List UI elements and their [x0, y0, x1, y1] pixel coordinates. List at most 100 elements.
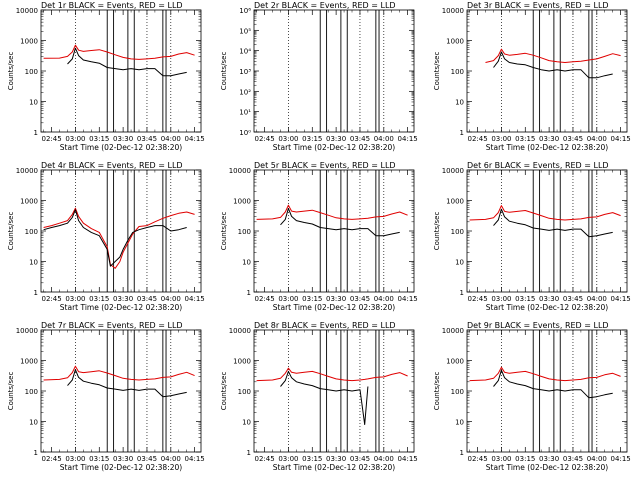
detector-panel: Det 7r BLACK = Events, RED = LLD 1 10 100 10… — [7, 321, 205, 472]
x-axis-label: Start Time (02-Dec-12 02:38:20) — [486, 303, 608, 312]
x-tick-label: 04:00 — [374, 135, 394, 143]
x-tick-label: 04:15 — [185, 135, 205, 143]
x-tick-label: 03:30 — [539, 135, 559, 143]
y-tick-label: 10 — [455, 259, 464, 267]
y-tick-label: 100 — [25, 68, 38, 76]
y-tick-label: 10 — [29, 419, 38, 427]
x-axis-label: Start Time (02-Dec-12 02:38:20) — [273, 303, 395, 312]
y-tick-label: 10 — [242, 419, 251, 427]
y-tick-label: 100 — [238, 228, 251, 236]
x-tick-label: 03:30 — [326, 295, 346, 303]
panel-title: Det 3r BLACK = Events, RED = LLD — [467, 1, 609, 10]
lld-series-line — [469, 366, 621, 382]
lld-series-line — [43, 365, 195, 381]
y-tick-label: 1000 — [446, 358, 464, 366]
x-axis-label: Start Time (02-Dec-12 02:38:20) — [60, 463, 182, 472]
x-tick-label: 03:45 — [350, 295, 370, 303]
panel-title: Det 9r BLACK = Events, RED = LLD — [467, 321, 609, 330]
x-tick-label: 03:00 — [278, 295, 298, 303]
y-axis-label: Counts/sec — [220, 372, 228, 411]
plot-frame — [253, 9, 415, 133]
x-axis-label: Start Time (02-Dec-12 02:38:20) — [60, 143, 182, 152]
x-tick-label: 03:30 — [326, 455, 346, 463]
plot-frame — [40, 329, 202, 453]
x-tick-label: 02:45 — [468, 455, 488, 463]
plot-frame — [253, 169, 415, 293]
y-tick-label: 10⁵ — [239, 27, 251, 35]
detector-panel: Det 2r BLACK = Events, RED = LLD 10⁰ 10¹ 10… — [220, 1, 418, 152]
y-tick-label: 10³ — [239, 68, 251, 76]
y-axis-label: Counts/sec — [433, 212, 441, 251]
x-tick-label: 04:15 — [185, 295, 205, 303]
x-tick-label: 02:45 — [468, 135, 488, 143]
x-tick-label: 03:15 — [515, 135, 535, 143]
y-tick-label: 1 — [247, 449, 251, 457]
detector-panel: Det 5r BLACK = Events, RED = LLD 1 10 100 10… — [220, 161, 418, 312]
lld-series-line — [469, 205, 621, 221]
y-tick-label: 1000 — [446, 198, 464, 206]
events-series-line — [493, 51, 613, 79]
y-tick-label: 10000 — [16, 167, 38, 175]
y-tick-label: 10⁴ — [239, 48, 251, 56]
y-tick-label: 10000 — [442, 167, 464, 175]
x-tick-label: 04:00 — [587, 295, 607, 303]
y-tick-label: 100 — [451, 68, 464, 76]
detector-panel: Det 3r BLACK = Events, RED = LLD 1 10 100 10… — [433, 1, 631, 152]
x-tick-label: 04:15 — [185, 455, 205, 463]
y-axis-label: Counts/sec — [220, 52, 228, 91]
y-tick-label: 10 — [455, 99, 464, 107]
y-tick-label: 1 — [460, 289, 464, 297]
x-tick-label: 03:15 — [302, 455, 322, 463]
x-tick-label: 03:30 — [113, 295, 133, 303]
plot-frame — [40, 9, 202, 133]
x-tick-label: 04:15 — [611, 295, 631, 303]
x-tick-label: 03:30 — [539, 455, 559, 463]
y-tick-label: 10000 — [229, 327, 251, 335]
x-tick-label: 03:15 — [302, 135, 322, 143]
panel-title: Det 4r BLACK = Events, RED = LLD — [41, 161, 183, 170]
x-tick-label: 03:45 — [137, 135, 157, 143]
y-tick-label: 10¹ — [239, 109, 251, 117]
y-tick-label: 1000 — [233, 198, 251, 206]
x-axis-label: Start Time (02-Dec-12 02:38:20) — [273, 463, 395, 472]
events-series-line — [43, 209, 187, 267]
x-tick-label: 03:45 — [563, 135, 583, 143]
y-tick-label: 1 — [34, 129, 38, 137]
y-tick-label: 10000 — [229, 167, 251, 175]
x-tick-label: 04:00 — [161, 455, 181, 463]
x-axis-label: Start Time (02-Dec-12 02:38:20) — [486, 143, 608, 152]
x-tick-label: 03:45 — [137, 295, 157, 303]
y-tick-label: 10000 — [16, 7, 38, 15]
events-series-line — [280, 207, 400, 237]
x-tick-label: 04:00 — [374, 455, 394, 463]
x-axis-label: Start Time (02-Dec-12 02:38:20) — [486, 463, 608, 472]
x-tick-label: 03:45 — [563, 295, 583, 303]
detector-panel: Det 4r BLACK = Events, RED = LLD 1 10 100 10… — [7, 161, 205, 312]
x-tick-label: 03:00 — [65, 295, 85, 303]
x-tick-label: 04:00 — [587, 135, 607, 143]
x-tick-label: 02:45 — [42, 295, 62, 303]
x-tick-label: 04:15 — [398, 455, 418, 463]
x-tick-label: 04:00 — [161, 295, 181, 303]
x-tick-label: 02:45 — [255, 295, 275, 303]
x-tick-label: 04:15 — [611, 455, 631, 463]
y-tick-label: 100 — [451, 388, 464, 396]
lld-series-line — [256, 204, 408, 220]
x-tick-label: 04:15 — [398, 135, 418, 143]
x-tick-label: 03:15 — [515, 295, 535, 303]
x-tick-label: 02:45 — [255, 455, 275, 463]
y-axis-label: Counts/sec — [433, 372, 441, 411]
x-tick-label: 03:00 — [491, 455, 511, 463]
x-tick-label: 03:45 — [350, 455, 370, 463]
x-tick-label: 03:15 — [89, 455, 109, 463]
x-tick-label: 03:00 — [491, 295, 511, 303]
y-tick-label: 10² — [239, 88, 251, 96]
x-axis-label: Start Time (02-Dec-12 02:38:20) — [273, 143, 395, 152]
x-tick-label: 03:15 — [89, 295, 109, 303]
x-tick-label: 03:15 — [302, 295, 322, 303]
x-tick-label: 02:45 — [255, 135, 275, 143]
x-tick-label: 04:15 — [611, 135, 631, 143]
y-tick-label: 10000 — [442, 327, 464, 335]
events-series-line — [67, 47, 187, 77]
